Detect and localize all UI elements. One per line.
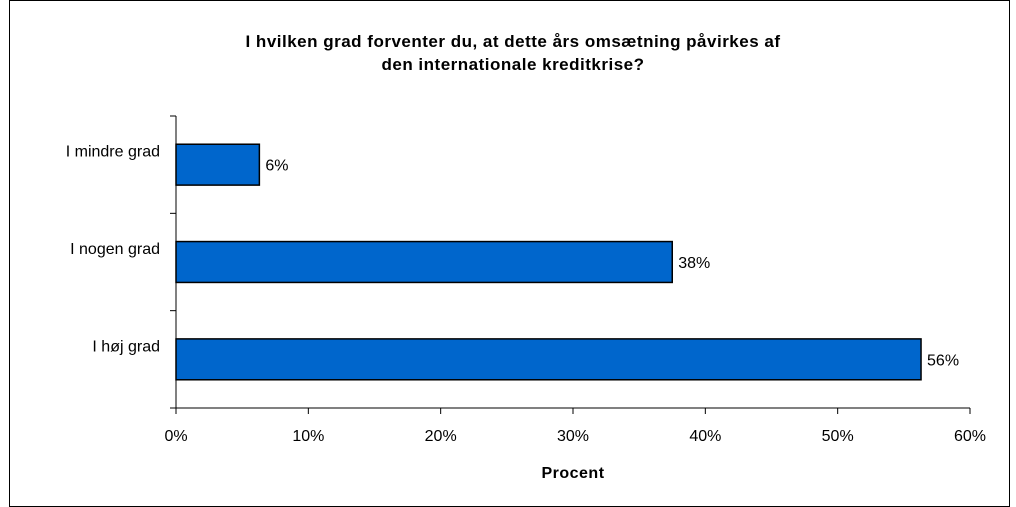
x-tick-label: 20% bbox=[425, 428, 457, 445]
data-label: 38% bbox=[678, 255, 710, 272]
bar bbox=[175, 240, 673, 284]
y-axis: I mindre grad I nogen grad I høj grad bbox=[66, 115, 177, 409]
chart-title-line-2: den internationale kreditkrise? bbox=[381, 55, 644, 74]
x-tick-label: 30% bbox=[557, 428, 589, 445]
data-label: 56% bbox=[927, 352, 959, 369]
x-tick-label: 40% bbox=[689, 428, 721, 445]
x-tick-label: 60% bbox=[954, 428, 986, 445]
x-tick-label: 10% bbox=[292, 428, 324, 445]
category-label: I nogen grad bbox=[70, 241, 160, 258]
data-label: 6% bbox=[265, 158, 288, 175]
category-label: I mindre grad bbox=[66, 144, 160, 161]
category-label: I høj grad bbox=[92, 338, 160, 355]
bars: 6% 38% 56% bbox=[175, 143, 959, 381]
x-tick-label: 50% bbox=[822, 428, 854, 445]
x-axis: 0% 10% 20% 30% 40% 50% 60% bbox=[164, 407, 986, 445]
x-axis-label: Procent bbox=[541, 465, 604, 482]
chart-title-line-1: I hvilken grad forventer du, at dette år… bbox=[245, 32, 780, 51]
x-tick-label: 0% bbox=[164, 428, 187, 445]
bar bbox=[175, 338, 922, 381]
bar bbox=[175, 143, 261, 186]
chart-title: I hvilken grad forventer du, at dette år… bbox=[245, 32, 780, 74]
